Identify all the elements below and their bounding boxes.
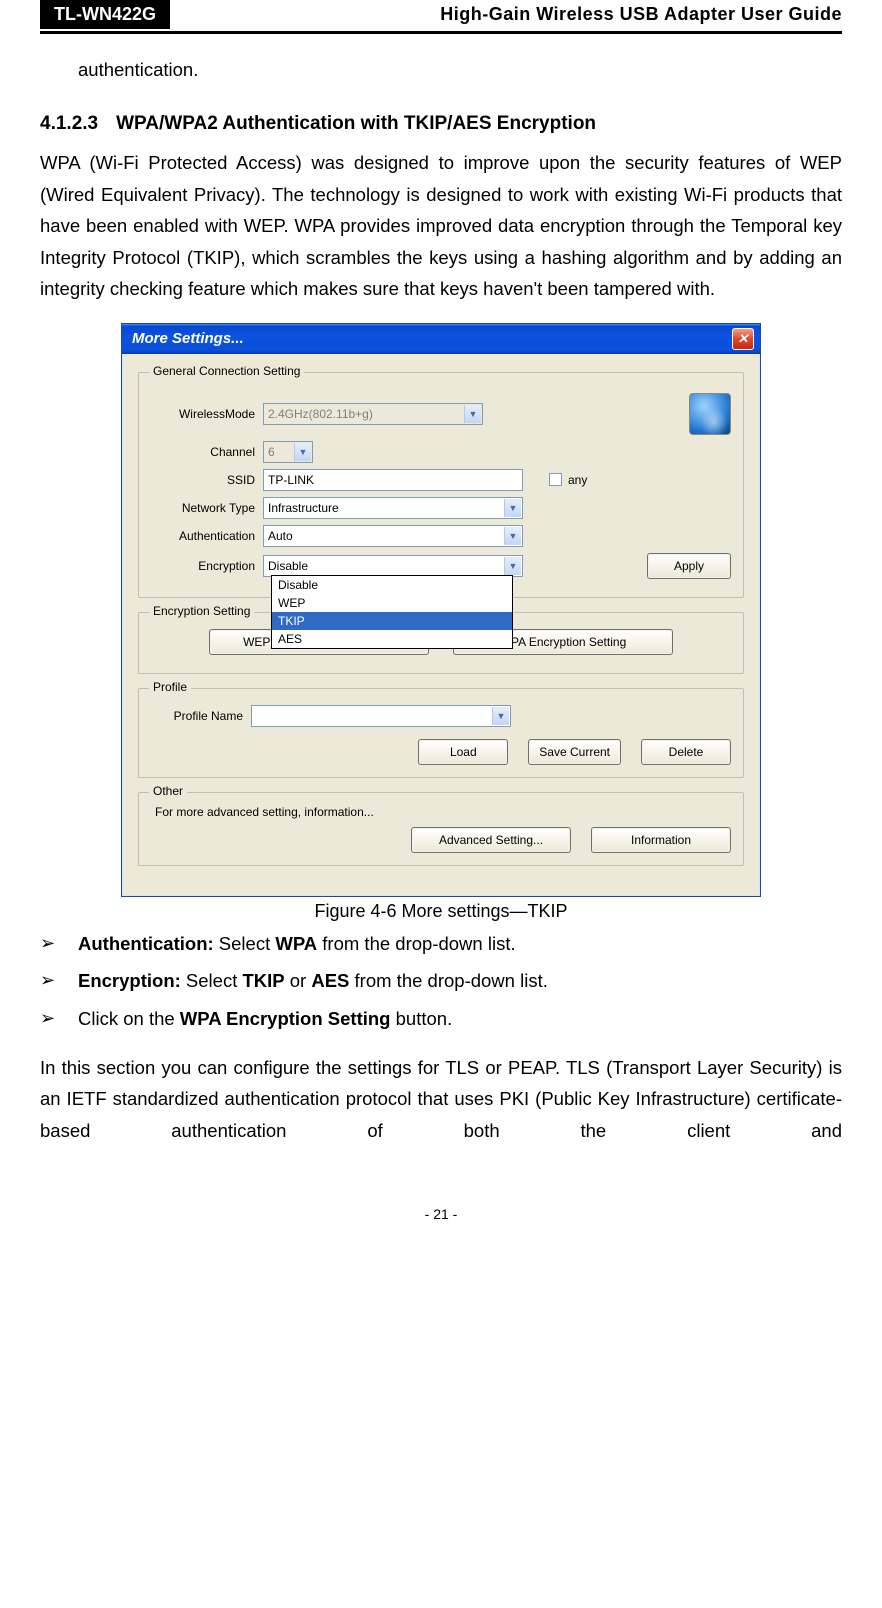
bullet1-tail: from the drop-down list. <box>317 933 515 954</box>
value-channel: 6 <box>268 445 275 459</box>
group-other: Other For more advanced setting, informa… <box>138 792 744 866</box>
value-encryption: Disable <box>268 559 308 573</box>
value-authentication: Auto <box>268 529 293 543</box>
information-button[interactable]: Information <box>591 827 731 853</box>
row-network-type: Network Type Infrastructure ▼ <box>151 497 731 519</box>
row-wireless-mode: WirelessMode 2.4GHz(802.11b+g) ▼ <box>151 393 731 435</box>
legend-general: General Connection Setting <box>149 364 304 378</box>
label-wireless-mode: WirelessMode <box>151 407 263 421</box>
window-body: General Connection Setting WirelessMode … <box>122 354 760 896</box>
encryption-dropdown[interactable]: DisableWEPTKIPAES <box>271 575 513 649</box>
page-number: - 21 - <box>40 1206 842 1222</box>
row-profile-name: Profile Name ▼ <box>151 705 731 727</box>
value-wireless-mode: 2.4GHz(802.11b+g) <box>268 407 373 421</box>
group-profile: Profile Profile Name ▼ Load Save Current… <box>138 688 744 778</box>
section-heading: 4.1.2.3 WPA/WPA2 Authentication with TKIP… <box>40 113 842 135</box>
chevron-down-icon: ▼ <box>464 405 481 423</box>
bullet-glyph-icon: ➢ <box>40 928 78 959</box>
save-current-button[interactable]: Save Current <box>528 739 621 765</box>
value-network-type: Infrastructure <box>268 501 339 515</box>
bullet-list: ➢ Authentication: Select WPA from the dr… <box>40 928 842 1034</box>
select-encryption[interactable]: Disable ▼ <box>263 555 523 577</box>
chevron-down-icon[interactable]: ▼ <box>492 707 509 725</box>
bullet2-text: Select <box>181 970 243 991</box>
bullet2-mid: or <box>285 970 312 991</box>
bullet1-text: Select <box>214 933 276 954</box>
row-channel: Channel 6 ▼ <box>151 441 731 463</box>
legend-profile: Profile <box>149 680 191 694</box>
advanced-setting-button[interactable]: Advanced Setting... <box>411 827 571 853</box>
bullet-encryption: ➢ Encryption: Select TKIP or AES from th… <box>40 965 842 996</box>
encryption-option[interactable]: AES <box>272 630 512 648</box>
load-button[interactable]: Load <box>418 739 508 765</box>
label-authentication: Authentication <box>151 529 263 543</box>
globe-icon <box>689 393 731 435</box>
bullet2-label: Encryption: <box>78 970 181 991</box>
bullet-authentication: ➢ Authentication: Select WPA from the dr… <box>40 928 842 959</box>
encryption-option[interactable]: Disable <box>272 576 512 594</box>
label-encryption: Encryption <box>151 559 263 573</box>
row-ssid: SSID any <box>151 469 731 491</box>
chevron-down-icon[interactable]: ▼ <box>504 527 521 545</box>
bullet3-pre: Click on the <box>78 1008 180 1029</box>
select-authentication[interactable]: Auto ▼ <box>263 525 523 547</box>
bullet-glyph-icon: ➢ <box>40 965 78 996</box>
paragraph-1: WPA (Wi-Fi Protected Access) was designe… <box>40 147 842 304</box>
bullet2-tail: from the drop-down list. <box>349 970 547 991</box>
chevron-down-icon: ▼ <box>294 443 311 461</box>
apply-button[interactable]: Apply <box>647 553 731 579</box>
legend-enc-setting: Encryption Setting <box>149 604 254 618</box>
bullet2-bold2: AES <box>311 970 349 991</box>
label-channel: Channel <box>151 445 263 459</box>
encryption-option[interactable]: WEP <box>272 594 512 612</box>
figure-dialog: More Settings... ✕ General Connection Se… <box>121 323 761 897</box>
label-any: any <box>568 473 587 487</box>
checkbox-any[interactable] <box>549 473 562 486</box>
model-badge: TL-WN422G <box>40 0 170 29</box>
bullet1-bold: WPA <box>275 933 317 954</box>
other-desc: For more advanced setting, information..… <box>151 803 731 827</box>
row-encryption: Encryption Disable ▼ Apply DisableWEPTKI… <box>151 553 731 579</box>
section-title: WPA/WPA2 Authentication with TKIP/AES En… <box>116 113 596 134</box>
select-channel: 6 ▼ <box>263 441 313 463</box>
chevron-down-icon[interactable]: ▼ <box>504 499 521 517</box>
select-profile-name[interactable]: ▼ <box>251 705 511 727</box>
legend-other: Other <box>149 784 187 798</box>
label-ssid: SSID <box>151 473 263 487</box>
bullet2-bold1: TKIP <box>242 970 284 991</box>
doc-title: High-Gain Wireless USB Adapter User Guid… <box>190 4 842 25</box>
window-title: More Settings... <box>132 330 732 347</box>
trailing-line: authentication. <box>78 54 842 85</box>
row-authentication: Authentication Auto ▼ <box>151 525 731 547</box>
bullet-click-wpa: ➢ Click on the WPA Encryption Setting bu… <box>40 1003 842 1034</box>
select-network-type[interactable]: Infrastructure ▼ <box>263 497 523 519</box>
doc-header: TL-WN422G High-Gain Wireless USB Adapter… <box>40 0 842 34</box>
select-wireless-mode: 2.4GHz(802.11b+g) ▼ <box>263 403 483 425</box>
bullet-glyph-icon: ➢ <box>40 1003 78 1034</box>
more-settings-window: More Settings... ✕ General Connection Se… <box>121 323 761 897</box>
delete-button[interactable]: Delete <box>641 739 731 765</box>
chevron-down-icon[interactable]: ▼ <box>504 557 521 575</box>
label-network-type: Network Type <box>151 501 263 515</box>
close-icon[interactable]: ✕ <box>732 328 754 350</box>
figure-caption: Figure 4-6 More settings—TKIP <box>40 901 842 922</box>
group-general: General Connection Setting WirelessMode … <box>138 372 744 598</box>
input-ssid[interactable] <box>263 469 523 491</box>
section-number: 4.1.2.3 <box>40 113 98 135</box>
bullet3-tail: button. <box>391 1008 453 1029</box>
page: TL-WN422G High-Gain Wireless USB Adapter… <box>0 0 882 1262</box>
paragraph-2: In this section you can configure the se… <box>40 1052 842 1146</box>
bullet3-bold: WPA Encryption Setting <box>180 1008 391 1029</box>
bullet1-label: Authentication: <box>78 933 214 954</box>
encryption-option[interactable]: TKIP <box>272 612 512 630</box>
label-profile-name: Profile Name <box>151 709 251 723</box>
window-titlebar[interactable]: More Settings... ✕ <box>122 324 760 354</box>
